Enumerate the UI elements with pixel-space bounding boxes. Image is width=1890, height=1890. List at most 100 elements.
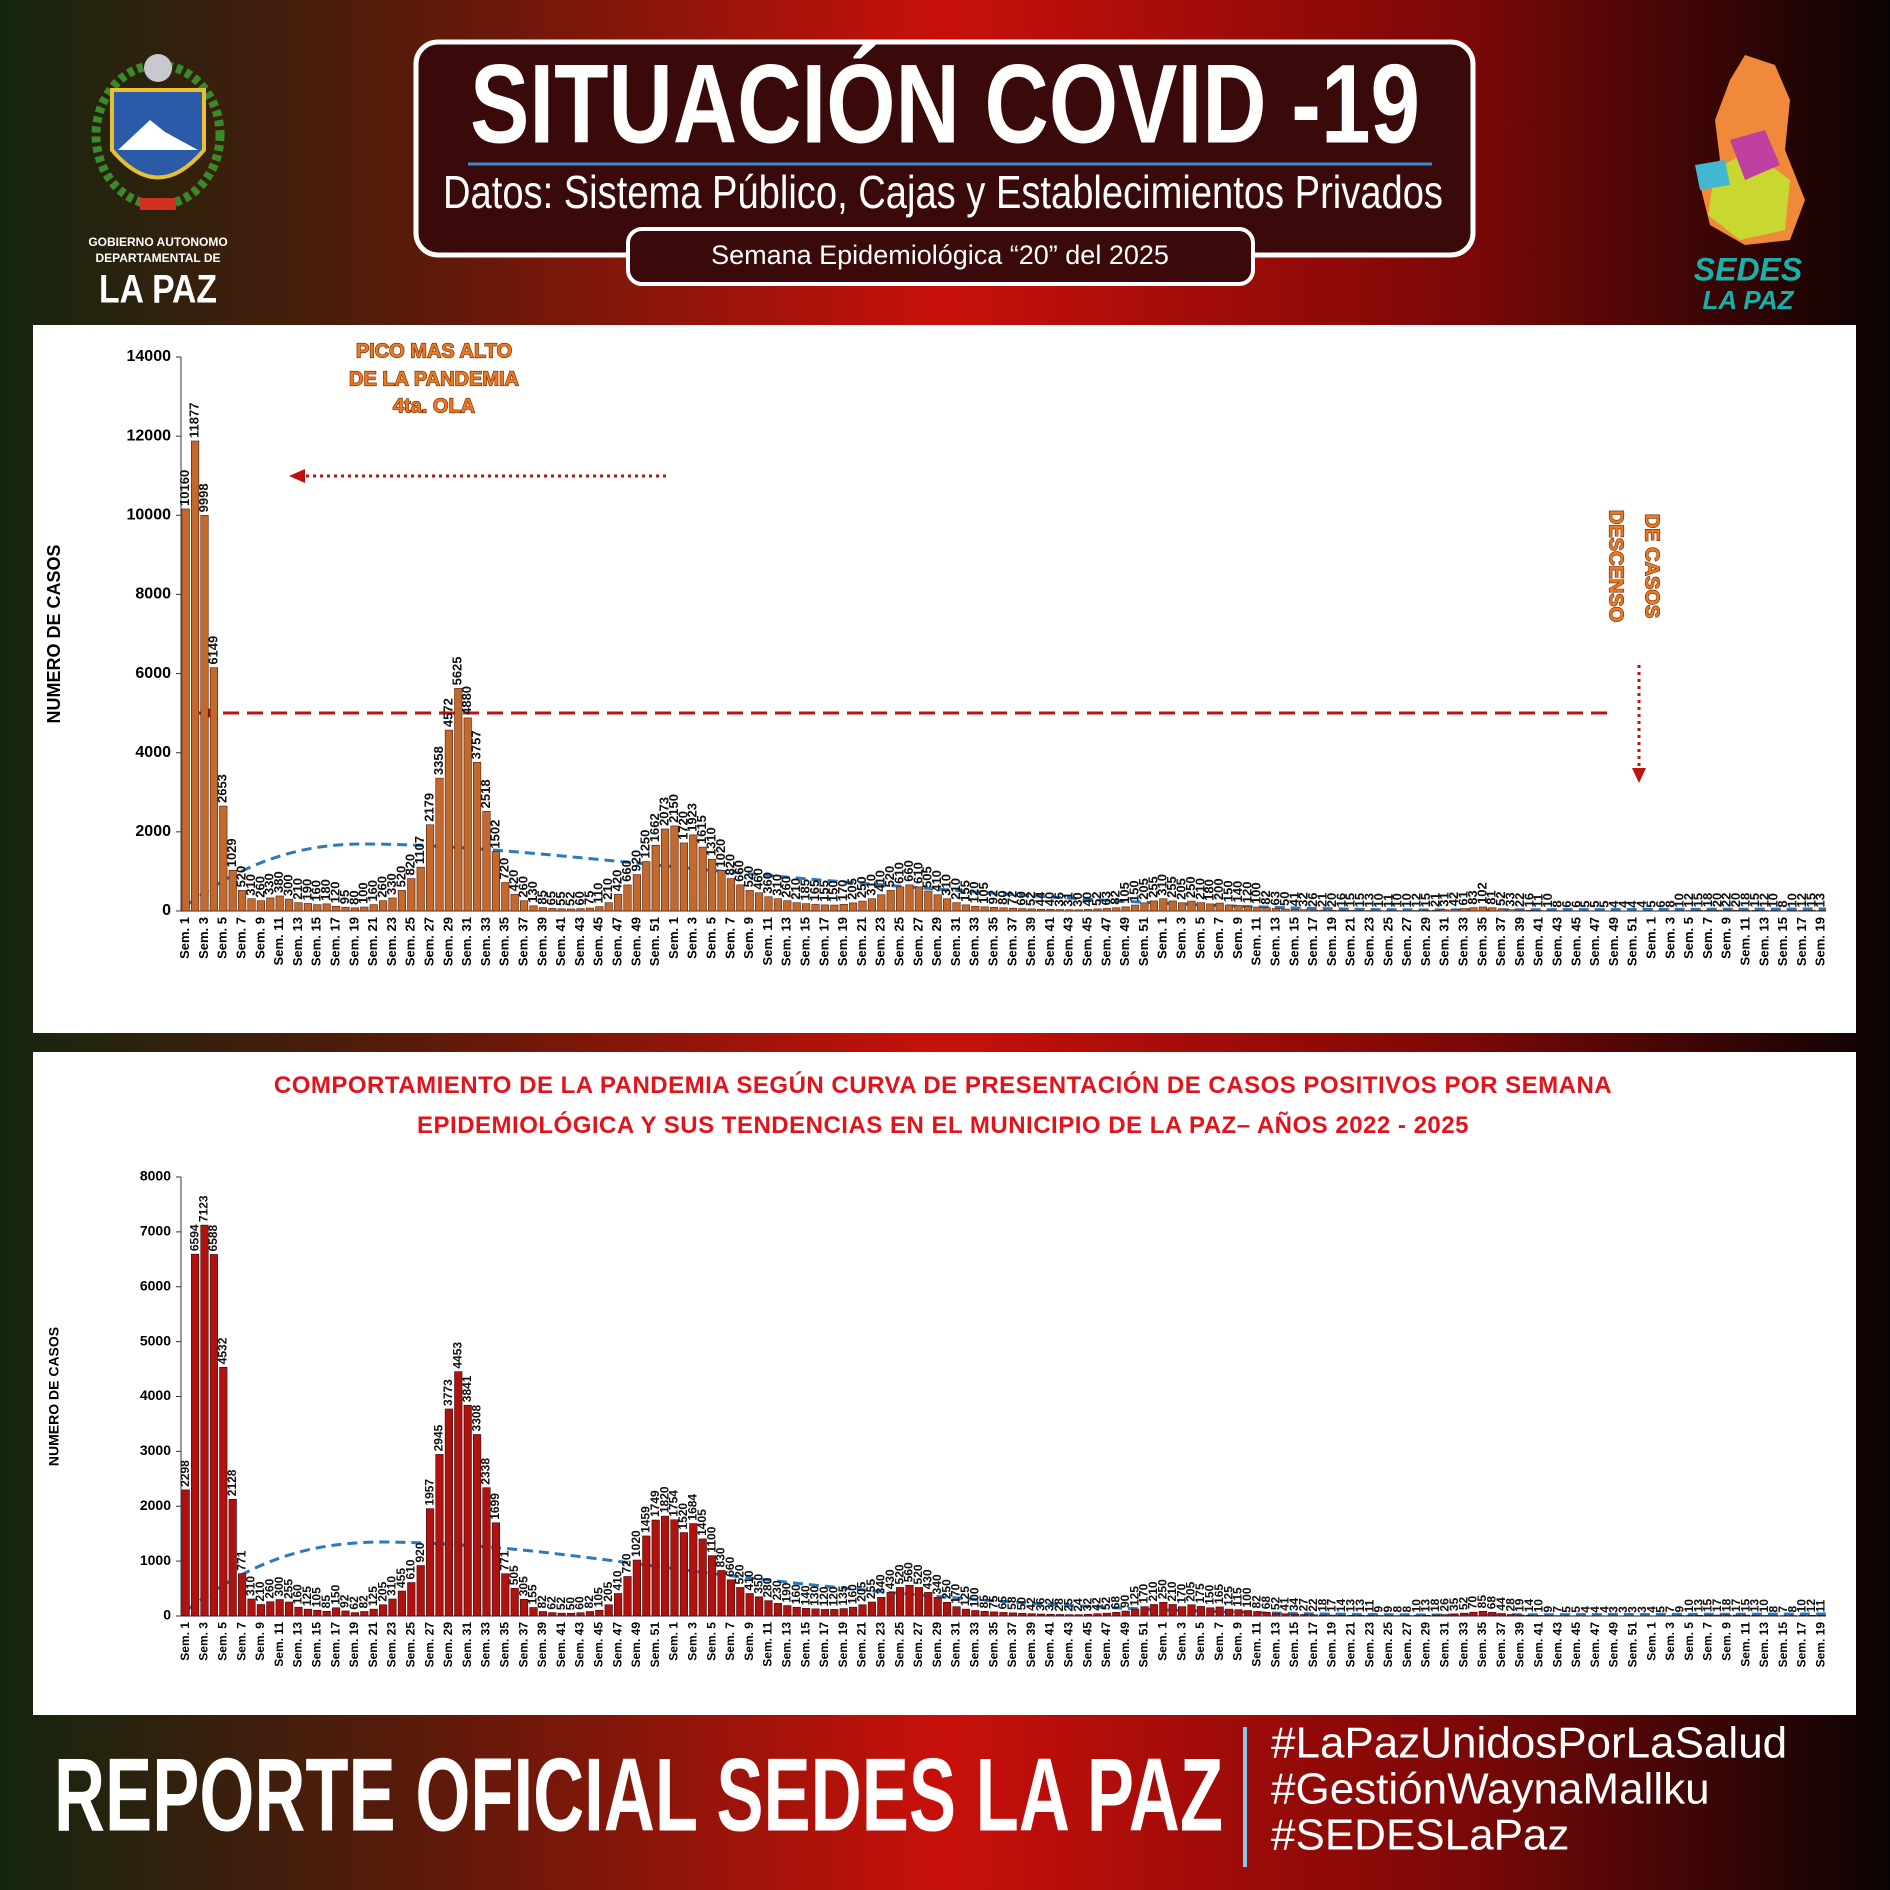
value-label: 1020 (629, 1530, 643, 1557)
x-tick-label: Sem. 47 (1099, 1622, 1113, 1668)
value-label: 305 (516, 1576, 530, 1596)
bar (444, 1408, 453, 1617)
value-label: 310 (863, 874, 878, 896)
value-label: 25 (1061, 1598, 1075, 1612)
x-tick-label: Sem. 15 (798, 917, 813, 966)
value-label: 62 (347, 1596, 361, 1610)
x-tick-label: Sem. 41 (1531, 917, 1546, 966)
value-label: 85 (534, 890, 549, 904)
bar (914, 886, 923, 912)
bar (181, 508, 190, 912)
bar (736, 1587, 745, 1617)
value-label: 3 (1607, 1606, 1621, 1613)
x-tick-label: Sem. 9 (1230, 917, 1245, 959)
value-label: 1720 (675, 811, 690, 840)
value-label: 260 (252, 876, 267, 898)
bar (839, 1608, 848, 1617)
bar (1225, 1608, 1234, 1617)
value-label: 260 (262, 1578, 276, 1598)
bar (1262, 907, 1271, 912)
bar (1121, 1610, 1130, 1617)
value-label: 6588 (206, 1224, 220, 1251)
value-label: 4 (1615, 900, 1630, 908)
value-label: 11 (1380, 894, 1395, 908)
value-label: 9 (1541, 1606, 1555, 1613)
bar (1243, 1610, 1252, 1617)
value-label: 4 (1625, 900, 1640, 908)
bar (1732, 909, 1741, 912)
value-label: 18 (1700, 893, 1715, 907)
value-label: 230 (770, 1580, 784, 1600)
bar (689, 834, 698, 912)
bar (369, 904, 378, 912)
value-label: 120 (1239, 882, 1254, 904)
value-label: 11 (1813, 1599, 1827, 1612)
x-tick-label: Sem. 7 (1212, 1622, 1226, 1661)
value-label: 210 (1165, 1581, 1179, 1601)
value-label: 15 (1352, 893, 1367, 907)
x-tick-label: Sem. 5 (704, 1622, 718, 1661)
bar (792, 902, 801, 912)
value-label: 830 (714, 1547, 728, 1567)
value-label: 10 (1390, 893, 1405, 907)
value-label: 520 (892, 1564, 906, 1584)
bar (463, 717, 472, 912)
bar (1215, 902, 1224, 912)
x-tick-label: Sem. 19 (1813, 1622, 1827, 1668)
x-tick-label: Sem. 51 (1625, 917, 1640, 966)
value-label: 52 (1493, 891, 1508, 905)
bar (924, 1592, 933, 1617)
bar (360, 906, 369, 912)
bar (1253, 906, 1262, 912)
bar (783, 900, 792, 912)
value-label: 3 (1635, 1606, 1649, 1613)
value-label: 190 (299, 879, 314, 901)
value-label: 505 (920, 866, 935, 888)
bar (200, 515, 209, 912)
value-label: 85 (319, 1595, 333, 1609)
bar (1347, 910, 1356, 912)
bar (632, 874, 641, 912)
x-tick-label: Sem. 13 (1757, 1622, 1771, 1668)
value-label: 18 (1428, 1598, 1442, 1612)
value-label: 430 (920, 1569, 934, 1589)
value-label: 8 (1662, 900, 1677, 907)
x-tick-label: Sem. 51 (648, 1622, 662, 1668)
bar (501, 882, 510, 912)
value-label: 18 (1315, 1598, 1329, 1612)
value-label: 5 (1644, 901, 1659, 908)
value-label: 70 (1466, 1595, 1480, 1609)
x-tick-label: Sem. 9 (742, 1622, 756, 1661)
value-label: 8 (1775, 900, 1790, 907)
bar (463, 1404, 472, 1617)
value-label: 52 (563, 891, 578, 905)
value-label: 610 (403, 1559, 417, 1579)
x-tick-label: Sem. 29 (440, 917, 455, 966)
value-label: 82 (535, 1595, 549, 1609)
bar (623, 1576, 632, 1617)
value-label: 13 (1419, 1599, 1433, 1613)
value-label: 33 (1503, 892, 1518, 906)
bar (802, 903, 811, 912)
value-label: 4880 (459, 686, 474, 715)
value-label: 63 (1098, 891, 1113, 905)
bar (1037, 1613, 1046, 1617)
value-label: 1615 (694, 815, 709, 844)
x-tick-label: Sem. 27 (910, 917, 925, 966)
value-label: 10 (1531, 1599, 1545, 1613)
value-label: 4 (1644, 1606, 1658, 1613)
bar (369, 1608, 378, 1617)
x-tick-label: Sem. 11 (272, 1622, 286, 1667)
bar (971, 905, 980, 912)
bar (943, 1601, 952, 1617)
bar (209, 1254, 218, 1617)
x-tick-label: Sem. 43 (572, 917, 587, 966)
bar (980, 906, 989, 912)
bar (482, 1487, 491, 1617)
bar (886, 1592, 895, 1617)
x-tick-label: Sem. 7 (234, 917, 249, 959)
bar (661, 1515, 670, 1617)
bar (858, 1604, 867, 1617)
value-label: 610 (892, 862, 907, 884)
value-label: 820 (403, 854, 418, 876)
